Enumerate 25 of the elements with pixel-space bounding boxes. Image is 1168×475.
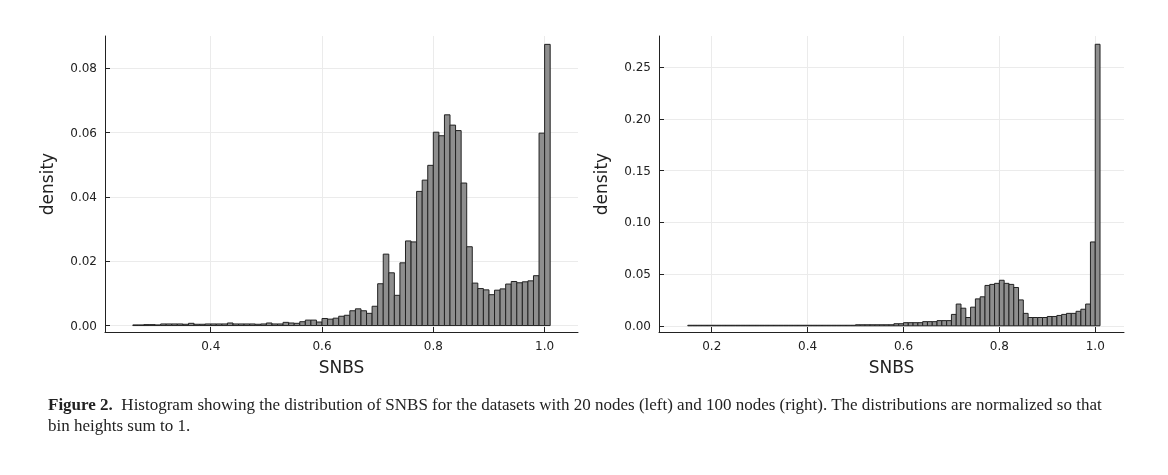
x-tick-label: 0.6 [893,339,914,353]
x-tick-label: 0.4 [798,339,818,353]
y-tick-label: 0.20 [624,111,651,126]
y-axis-title: density [590,152,611,216]
y-tick-label: 0.10 [624,215,651,230]
caption: Figure 2. Histogram showing the distribution of SNBS for the datasets with 20 nodes (left) and 100 nodes (right). The distributions are normalized so that bin heights sum to 1. [48,395,1102,435]
y-tick-label: 0.04 [70,189,97,204]
y-axis-title: density [36,152,57,216]
x-tick-label: 1.0 [1085,339,1105,353]
y-tick-label: 0.05 [624,267,651,282]
y-tick-label: 0.08 [70,61,97,76]
x-tick-label: 0.6 [312,339,332,353]
y-tick-label: 0.25 [624,60,651,75]
y-tick-label: 0.06 [70,125,97,140]
x-tick-label: 0.2 [702,339,722,353]
x-axis-title: SNBS [318,356,365,377]
y-tick-label: 0.00 [624,318,651,333]
x-axis-title: SNBS [868,356,915,377]
y-tick-label: 0.00 [70,318,97,333]
y-tick-label: 0.02 [70,254,97,269]
x-tick-label: 0.4 [201,339,221,353]
y-tick-label: 0.15 [624,163,651,178]
x-tick-label: 0.8 [423,339,443,353]
x-tick-label: 1.0 [535,339,555,353]
x-tick-label: 0.8 [989,339,1009,353]
